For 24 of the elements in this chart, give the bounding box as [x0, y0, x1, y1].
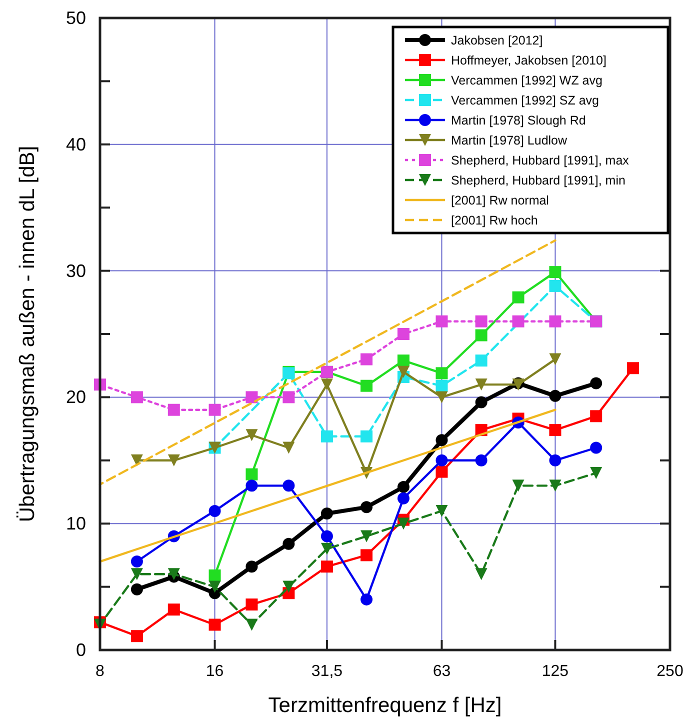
x-tick-label: 250 [656, 663, 684, 680]
x-tick-label: 16 [206, 663, 224, 680]
y-tick-label: 30 [66, 260, 86, 281]
legend-label: Vercammen [1992] WZ avg [451, 74, 602, 88]
legend-label: Martin [1978] Slough Rd [451, 114, 586, 128]
legend-label: Jakobsen [2012] [451, 34, 543, 48]
x-tick-label: 63 [432, 663, 451, 680]
x-tick-label: 8 [96, 663, 105, 680]
legend-label: Shepherd, Hubbard [1991], min [451, 174, 626, 188]
x-axis-title: Terzmittenfrequenz f [Hz] [268, 694, 502, 717]
y-tick-label: 0 [76, 640, 86, 660]
x-tick-label: 31,5 [311, 663, 343, 680]
x-tick-label: 125 [542, 663, 569, 680]
y-tick-label: 50 [66, 8, 86, 28]
y-tick-label: 40 [66, 134, 86, 154]
y-axis-title: Übertragungsmaß außen - innen dL [dB] [16, 146, 39, 522]
y-tick-label: 20 [66, 387, 86, 408]
legend-label: Martin [1978] Ludlow [451, 134, 568, 148]
legend-label: Shepherd, Hubbard [1991], max [451, 154, 630, 168]
legend-label: Hoffmeyer, Jakobsen [2010] [451, 54, 606, 68]
legend-label: [2001] Rw hoch [451, 214, 538, 228]
legend-label: [2001] Rw normal [451, 194, 549, 208]
y-tick-label: 10 [66, 514, 86, 534]
legend-label: Vercammen [1992] SZ avg [451, 94, 600, 108]
